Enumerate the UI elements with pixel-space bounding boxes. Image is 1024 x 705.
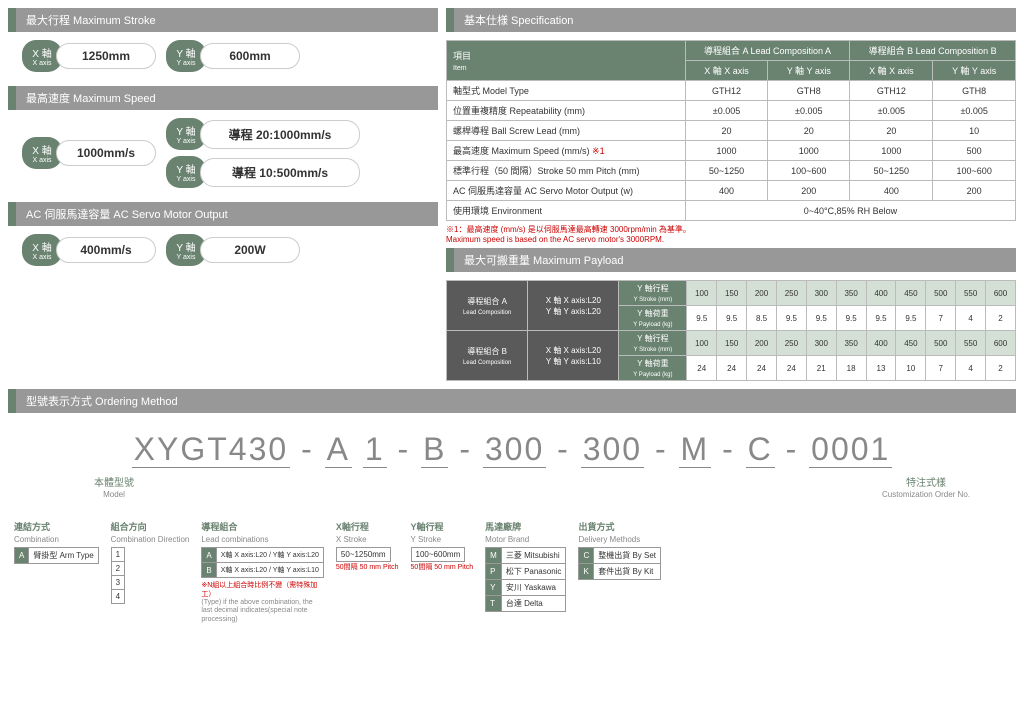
- legend-delivery: 出貨方式 Delivery Methods C整機出貨 By SetK套件出貨 …: [578, 520, 661, 580]
- legend-combination: 連結方式 Combination A臂掛型 Arm Type: [14, 520, 99, 564]
- payload-table: 導程組合 ALead Composition X 軸 X axis:L20Y 軸…: [446, 280, 1016, 381]
- y-stroke: Y 軸Y axis 600mm: [166, 40, 300, 72]
- section-servo: AC 伺服馬達容量 AC Servo Motor Output: [8, 202, 438, 226]
- legend-lead: 導程組合 Lead combinations AX軸 X axis:L20 / …: [201, 520, 324, 628]
- section-max-speed: 最高速度 Maximum Speed: [8, 86, 438, 110]
- y-speed-1: Y 軸Y axis 導程 20:1000mm/s: [166, 118, 360, 150]
- section-payload: 最大可搬重量 Maximum Payload: [446, 248, 1016, 272]
- legend-motor: 馬達廠牌 Motor Brand M三菱 MitsubishiP松下 Panas…: [485, 520, 566, 612]
- order-code: XYGT430 - A 1 - B - 300 - 300 - M - C - …: [14, 431, 1010, 468]
- spec-note: ※1：最高速度 (mm/s) 是以伺服馬達最高轉速 3000rpm/min 為基…: [446, 225, 1016, 244]
- x-speed: X 軸X axis 1000mm/s: [22, 137, 156, 169]
- x-stroke: X 軸X axis 1250mm: [22, 40, 156, 72]
- section-ordering: 型號表示方式 Ordering Method: [8, 389, 1016, 413]
- legend-ystroke: Y軸行程 Y Stroke 100~600mm 50間隔 50 mm Pitch: [411, 520, 474, 572]
- spec-table: 項目Item 導程組合 A Lead Composition A 導程組合 B …: [446, 40, 1016, 221]
- legend-xstroke: X軸行程 X Stroke 50~1250mm 50間隔 50 mm Pitch: [336, 520, 399, 572]
- section-spec: 基本仕様 Specification: [446, 8, 1016, 32]
- legend-direction: 組合方向 Combination Direction 1234: [111, 520, 190, 604]
- section-max-stroke: 最大行程 Maximum Stroke: [8, 8, 438, 32]
- y-servo: Y 軸Y axis 200W: [166, 234, 300, 266]
- y-speed-2: Y 軸Y axis 導程 10:500mm/s: [166, 156, 360, 188]
- x-servo: X 軸X axis 400mm/s: [22, 234, 156, 266]
